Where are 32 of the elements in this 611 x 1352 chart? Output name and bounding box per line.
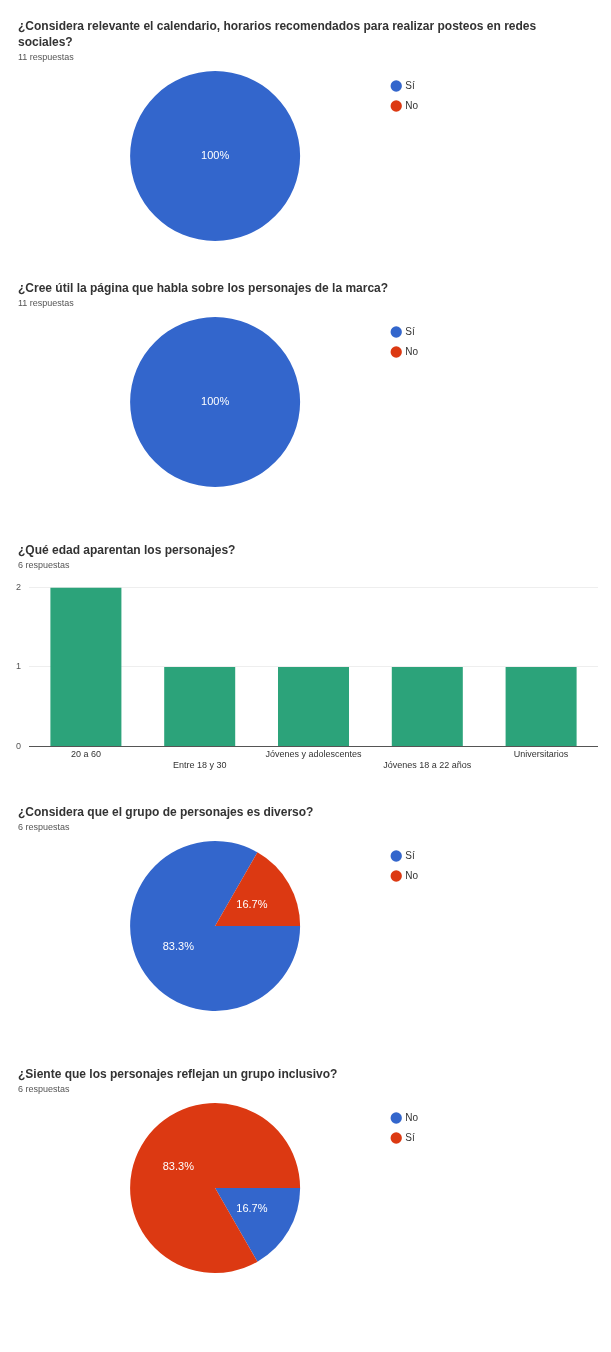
x-tick-label: Jóvenes 18 a 22 años (383, 760, 472, 771)
x-tick-label: Jóvenes y adolescentes (265, 749, 363, 760)
chart-title: ¿Considera relevante el calendario, horarios recomendados para realizar posteos en redes sociales? (17, 18, 538, 51)
data-label: 83.3% (162, 1159, 195, 1172)
data-label: 83.3% (162, 940, 195, 953)
text: 6 respuestas (17, 1084, 71, 1096)
legend-label: Sí (405, 1131, 415, 1143)
legend-label: No (405, 99, 419, 111)
chart-title: ¿Cree útil la página que habla sobre los personajes de la marca? (17, 280, 390, 297)
legend-label: Sí (405, 325, 415, 337)
x-tick-label: 20 a 60 (70, 749, 101, 760)
x-tick-label: Entre 18 y 30 (172, 760, 227, 771)
x-tick-label: Universitarios (513, 749, 569, 760)
y-tick-label: 1 (15, 661, 22, 672)
chart-title: ¿Siente que los personajes reflejan un grupo inclusivo? (17, 1066, 339, 1083)
legend-label: No (405, 1111, 419, 1123)
y-tick-label: 2 (15, 581, 22, 592)
chart-title: ¿Considera que el grupo de personajes es diverso? (17, 804, 315, 821)
data-label: 16.7% (236, 897, 268, 910)
legend-label: No (405, 345, 419, 357)
text: 11 respuestas (17, 52, 75, 64)
chart-subtitle: 6 respuestas (17, 560, 71, 572)
legend-label: Sí (405, 849, 415, 861)
legend-label: Sí (405, 79, 415, 91)
text: 6 respuestas (17, 822, 71, 834)
legend-label: No (405, 869, 419, 881)
data-label: 100% (201, 149, 230, 162)
y-tick-label: 0 (15, 740, 22, 751)
data-label: 100% (201, 395, 230, 408)
chart-title: ¿Qué edad aparentan los personajes? (17, 542, 237, 559)
data-label: 16.7% (236, 1202, 268, 1215)
text: 11 respuestas (17, 298, 75, 310)
